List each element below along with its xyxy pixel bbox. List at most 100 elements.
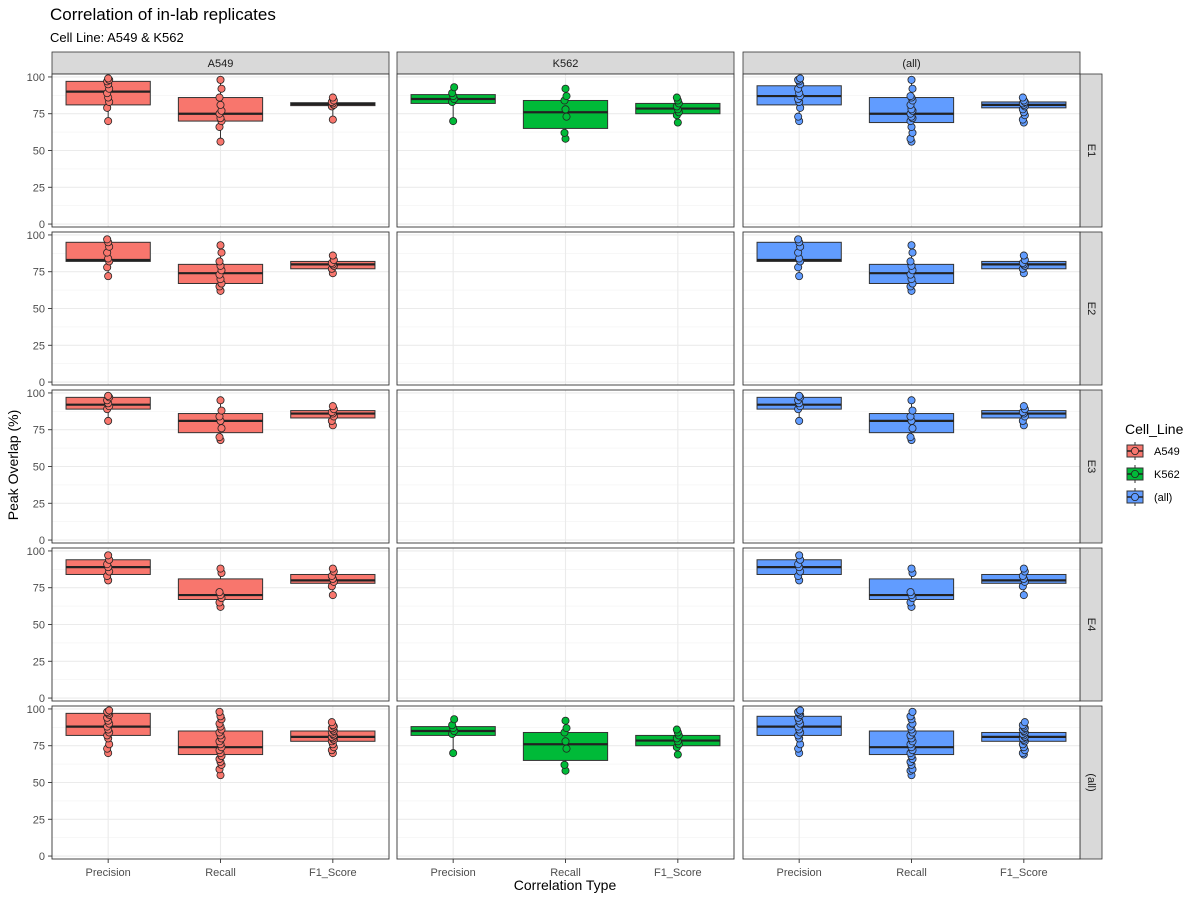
box-a549-e4-recall-point	[215, 588, 224, 597]
box-all-e2-precision-point	[795, 272, 804, 281]
box-all-e2-recall-point	[907, 241, 916, 250]
y-tick-label: 25	[33, 498, 45, 510]
legend-item-label: A549	[1154, 446, 1180, 458]
box-all-e3-recall-point	[908, 406, 917, 415]
box-all-e1-f1-score-point	[1018, 93, 1027, 102]
box-k562-e1-recall-point	[560, 128, 569, 137]
box-k562-e1-recall-point	[561, 84, 570, 93]
legend-item-label: (all)	[1154, 492, 1172, 504]
box-a549-all-recall-point	[215, 707, 224, 716]
box-all-e2-recall-point	[908, 248, 917, 257]
box-a549-e3-precision-point	[104, 416, 113, 425]
panel-border	[396, 231, 735, 386]
box-a549-e4-precision-point	[104, 551, 113, 560]
y-tick-label: 100	[27, 704, 45, 716]
y-tick-label: 0	[39, 219, 45, 231]
x-tick-label: Precision	[777, 867, 822, 879]
y-tick-label: 100	[27, 72, 45, 84]
box-all-e4-f1-score-point	[1019, 564, 1028, 573]
panel-border	[742, 389, 1081, 544]
box-a549-e1-f1-score-point	[328, 93, 337, 102]
box-all-e2-recall-point	[906, 257, 915, 266]
y-tick-label: 0	[39, 693, 45, 705]
facet-strip-col-label: A549	[208, 58, 234, 70]
facet-strip-col-label: K562	[553, 58, 579, 70]
y-tick-label: 0	[39, 851, 45, 863]
box-all-e2-precision-point	[794, 235, 803, 244]
box-all-e3-f1-score-point	[1019, 402, 1028, 411]
facet-strip-row-label: E4	[1085, 618, 1097, 631]
y-tick-label: 75	[33, 583, 45, 595]
box-all-e4-recall-point	[907, 564, 916, 573]
box-a549-e1-recall-point	[217, 84, 226, 93]
box-all-e1-recall-point	[908, 84, 917, 93]
box-k562-all-recall-point	[561, 716, 570, 725]
box-a549-e1-precision-point	[104, 74, 113, 83]
box-all-all-f1-score-point	[1020, 718, 1029, 727]
box-all-e3-recall-point	[907, 396, 916, 405]
y-tick-label: 100	[27, 388, 45, 400]
y-tick-label: 0	[39, 377, 45, 389]
facet-strip-row-label: E3	[1085, 460, 1097, 473]
box-a549-e3-recall-point	[217, 424, 226, 433]
x-tick-label: F1_Score	[654, 867, 702, 879]
box-a549-e3-recall-point	[215, 433, 224, 442]
y-tick-label: 75	[33, 425, 45, 437]
box-all-e4-recall-point	[906, 588, 915, 597]
chart-title: Correlation of in-lab replicates	[50, 5, 276, 24]
panel-border	[396, 547, 735, 702]
y-tick-label: 0	[39, 535, 45, 547]
panel-border	[742, 73, 1081, 228]
box-all-e2-f1-score-point	[1019, 251, 1028, 260]
box-a549-e1-recall-point	[215, 93, 224, 102]
box-a549-all-f1-score-point	[327, 718, 336, 727]
y-tick-label: 25	[33, 656, 45, 668]
x-tick-label: Recall	[550, 867, 581, 879]
box-k562-e1-f1-score-point	[672, 93, 681, 102]
x-axis-label: Correlation Type	[514, 877, 617, 893]
box-k562-all-precision-point	[449, 749, 458, 758]
box-a549-e3-f1-score-point	[328, 402, 337, 411]
box-a549-all-precision-point	[105, 706, 114, 715]
box-a549-e1-precision-point	[104, 117, 113, 126]
box-a549-e2-recall-point	[215, 257, 224, 266]
y-tick-label: 75	[33, 741, 45, 753]
box-k562-all-recall-point	[562, 724, 571, 733]
box-k562-all-recall-point	[561, 737, 570, 746]
chart-subtitle: Cell Line: A549 & K562	[50, 30, 184, 45]
box-k562-e1-precision-point	[449, 117, 458, 126]
box-a549-e1-f1-score-point	[328, 115, 337, 124]
box-k562-all-recall-point	[560, 760, 569, 769]
box-k562-all-recall-point	[562, 744, 571, 753]
box-all-e1-recall-point	[907, 75, 916, 84]
box-a549-e2-recall-point	[216, 241, 225, 250]
box-a549-e2-precision-point	[104, 272, 113, 281]
x-tick-label: Recall	[205, 867, 236, 879]
box-a549-e4-f1-score-point	[328, 564, 337, 573]
box-all-e3-precision-point	[795, 416, 804, 425]
box-all-all-recall-point	[908, 707, 917, 716]
box-k562-e1-recall-point	[561, 105, 570, 114]
box-k562-all-precision-point	[450, 715, 459, 724]
legend-title: Cell_Line	[1125, 421, 1184, 437]
box-all-e3-recall-point	[906, 433, 915, 442]
plot-area: A549 K562 (all)E1E2E3E4(all)02550751000255…	[27, 51, 1103, 879]
facet-strip-row-label: E1	[1085, 144, 1097, 157]
box-a549-e3-recall-point	[217, 406, 226, 415]
box-all-e1-precision-point	[794, 112, 803, 121]
facet-strip-row-label: (all)	[1085, 773, 1097, 791]
facet-strip-col-label: (all)	[902, 58, 920, 70]
x-tick-label: F1_Score	[309, 867, 357, 879]
legend-key-point	[1131, 469, 1140, 478]
box-a549-e2-f1-score-point	[328, 251, 337, 260]
y-tick-label: 75	[33, 267, 45, 279]
box-all-all-precision-point	[796, 706, 805, 715]
y-tick-label: 50	[33, 304, 45, 316]
y-tick-label: 50	[33, 146, 45, 158]
box-a549-e3-precision-point	[104, 391, 113, 400]
y-tick-label: 100	[27, 230, 45, 242]
x-tick-label: Precision	[431, 867, 476, 879]
box-a549-e2-recall-point	[217, 248, 226, 257]
box-k562-all-f1-score-point	[672, 725, 681, 734]
y-tick-label: 25	[33, 182, 45, 194]
